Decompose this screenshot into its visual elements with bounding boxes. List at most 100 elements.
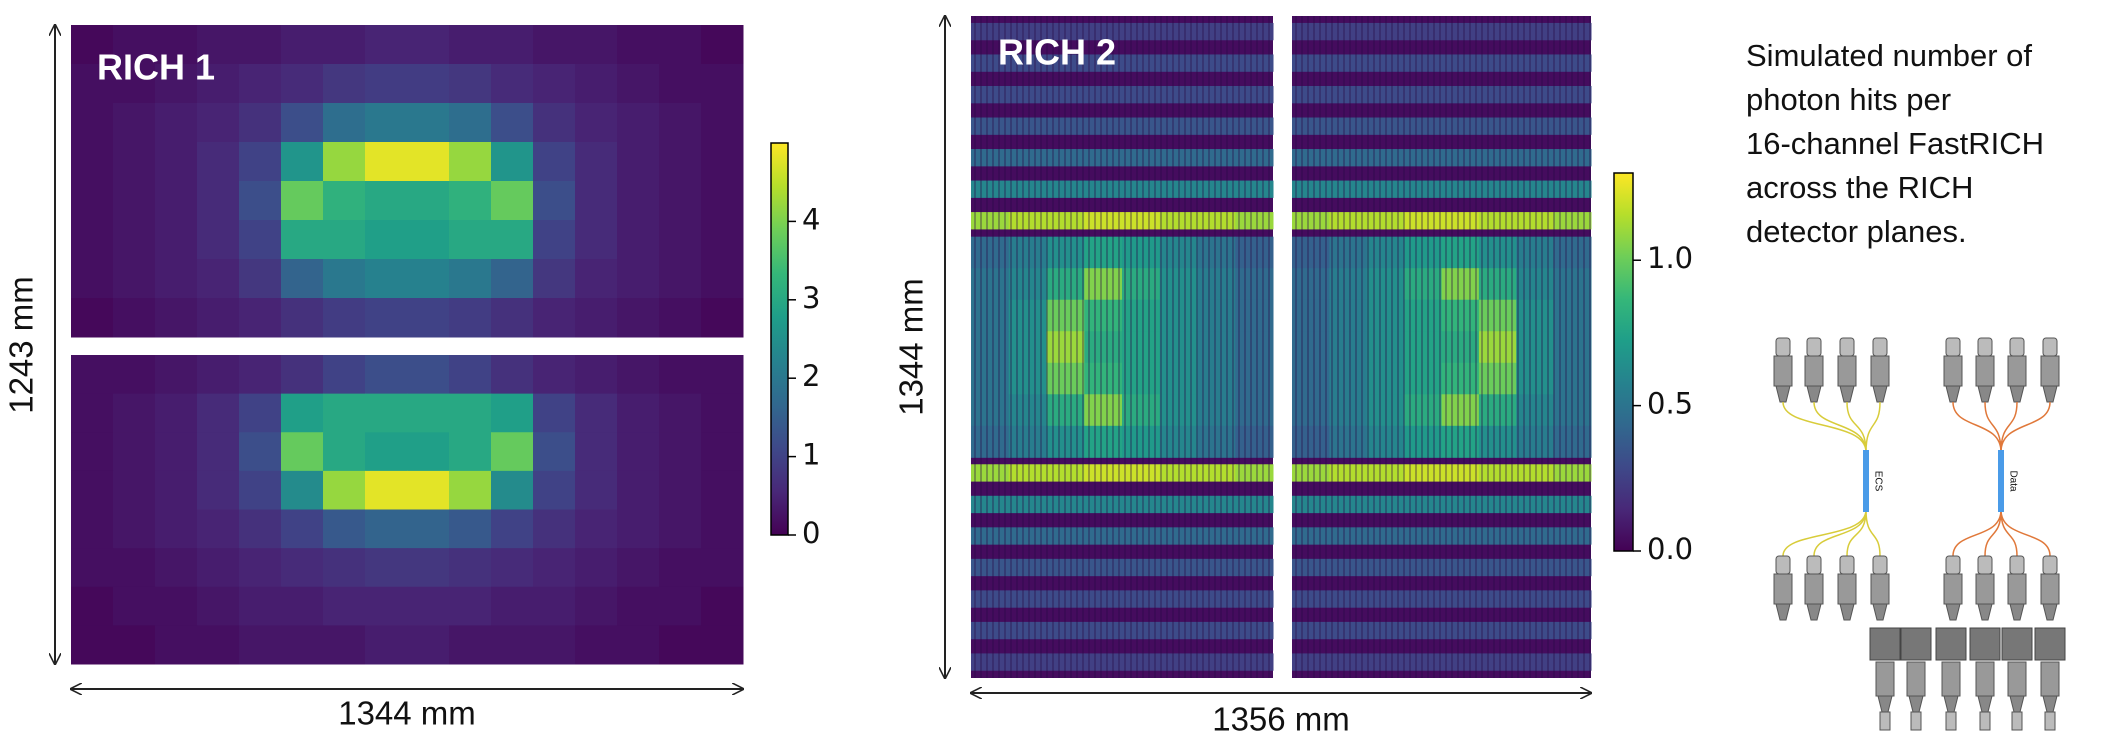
heatmap-cell <box>701 259 744 299</box>
heatmap-cell <box>1329 464 1368 482</box>
heatmap-cell <box>1404 268 1442 301</box>
heatmap-cell <box>323 470 366 510</box>
heatmap-cell <box>1329 558 1368 577</box>
heatmap-cell <box>113 181 156 221</box>
x-label: 1344 mm <box>338 695 476 732</box>
heatmap-cell <box>1292 149 1330 167</box>
heatmap-cell <box>365 393 408 433</box>
heatmap-cell <box>1235 394 1274 427</box>
heatmap-cell <box>1441 621 1480 640</box>
heatmap-cell <box>323 625 366 665</box>
heatmap-cell <box>533 259 576 299</box>
heatmap-cell <box>1441 558 1480 577</box>
heatmap-cell <box>575 470 618 510</box>
heatmap-cell <box>1366 527 1405 545</box>
connector-cap <box>1977 555 1993 575</box>
heatmap-cell <box>239 220 282 260</box>
heatmap-cell <box>1122 54 1161 72</box>
heatmap-cell <box>1292 331 1330 364</box>
heatmap-cell <box>1084 331 1123 364</box>
heatmap-cell <box>701 625 744 665</box>
heatmap-cell <box>1516 621 1555 640</box>
heatmap-cell <box>1478 22 1517 41</box>
heatmap-cell <box>1235 331 1274 364</box>
heatmap-cell <box>1235 236 1274 269</box>
heatmap-cell <box>971 464 1010 482</box>
heatmap-cell <box>617 259 660 299</box>
heatmap-cell <box>1159 653 1198 671</box>
heatmap-cell <box>1084 268 1123 301</box>
heatmap-cell <box>701 142 744 182</box>
heatmap-cell <box>1478 621 1517 640</box>
heatmap-cell <box>155 103 198 143</box>
heatmap-cell <box>113 220 156 260</box>
heatmap-cell <box>1478 425 1517 458</box>
heatmap-cell <box>1329 212 1368 230</box>
connector-body <box>1975 661 1995 697</box>
heatmap-cell <box>1553 85 1592 104</box>
heatmap-cell <box>617 432 660 472</box>
heatmap-cell <box>533 25 576 65</box>
heatmap-cell <box>491 103 534 143</box>
heatmap-cell <box>1122 527 1161 545</box>
heatmap-cell <box>1084 425 1123 458</box>
connector-cap <box>1910 711 1922 731</box>
heatmap-cell <box>971 85 1010 104</box>
heatmap-cell <box>407 470 450 510</box>
heatmap-cell <box>365 103 408 143</box>
colorbar-tick-label: 0 <box>802 516 820 550</box>
heatmap-cell <box>491 393 534 433</box>
fiber <box>2000 509 2051 557</box>
heatmap-cell <box>1008 590 1047 608</box>
heatmap-cell <box>197 25 240 65</box>
heatmap-cell <box>1292 495 1330 514</box>
heatmap-cell <box>365 470 408 510</box>
heatmap-cell <box>1008 180 1047 198</box>
connector-body <box>2007 661 2027 697</box>
heatmap-cell <box>1516 464 1555 482</box>
heatmap-cell <box>1008 558 1047 577</box>
heatmap-cell <box>197 509 240 549</box>
heatmap-cell <box>1553 362 1592 395</box>
heatmap-cell <box>491 220 534 260</box>
heatmap-cell <box>1046 527 1085 545</box>
heatmap-cell <box>449 586 492 626</box>
heatmap-cell <box>239 103 282 143</box>
connector-cap <box>1945 555 1961 575</box>
heatmap-cell <box>1235 180 1274 198</box>
heatmap-cell <box>1516 425 1555 458</box>
heatmap-cell <box>1122 236 1161 269</box>
heatmap-cell <box>281 548 324 588</box>
heatmap-cell <box>971 180 1010 198</box>
heatmap-cell <box>1516 331 1555 364</box>
heatmap-cell <box>1329 621 1368 640</box>
heatmap-cell <box>971 653 1010 671</box>
heatmap-cell <box>155 64 198 104</box>
connector-body <box>1773 355 1793 387</box>
heatmap-cell <box>1404 621 1442 640</box>
heatmap-cell <box>323 509 366 549</box>
heatmap-cell <box>1441 590 1480 608</box>
heatmap-cell <box>1404 558 1442 577</box>
heatmap-cell <box>1159 212 1198 230</box>
heatmap-cell <box>71 25 114 65</box>
heatmap-cell <box>1122 653 1161 671</box>
heatmap-cell <box>1159 54 1198 72</box>
heatmap-cell <box>155 509 198 549</box>
heatmap-cell <box>701 432 744 472</box>
heatmap-cell <box>239 432 282 472</box>
heatmap-cell <box>1197 464 1236 482</box>
heatmap-cell <box>1046 394 1085 427</box>
heatmap-cell <box>239 548 282 588</box>
heatmap-cell <box>1197 590 1236 608</box>
heatmap-cell <box>1292 117 1330 135</box>
heatmap-cell <box>281 625 324 665</box>
connector-tip <box>1908 695 1924 713</box>
connector-cap <box>2042 555 2058 575</box>
heatmap-cell <box>1197 212 1236 230</box>
heatmap-cell <box>575 586 618 626</box>
heatmap-cell <box>491 625 534 665</box>
colorbar-tick-label: 1 <box>802 438 820 472</box>
connector-body <box>1875 661 1895 697</box>
y-label: 1243 mm <box>3 276 40 414</box>
